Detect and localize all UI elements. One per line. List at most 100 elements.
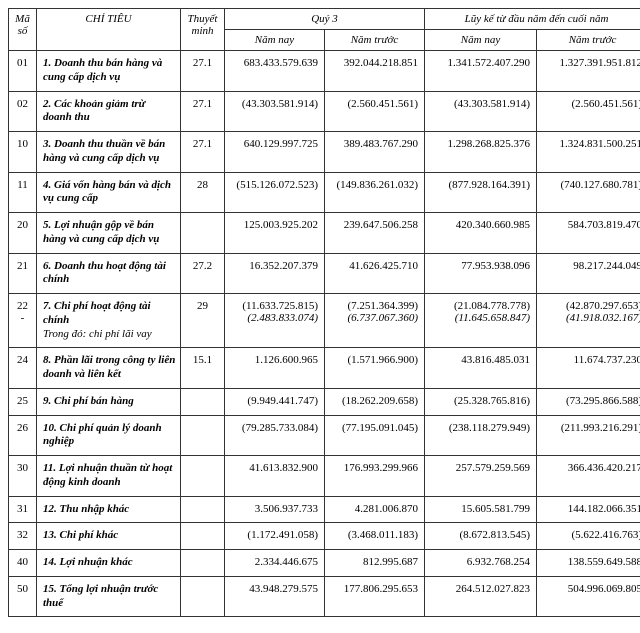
cell-q3b: (7.251.364.399)(6.737.067.360): [325, 294, 425, 348]
header-lk-nam-truoc: Năm trước: [537, 30, 640, 51]
header-quy3: Quý 3: [225, 9, 425, 30]
cell-lkb: 1.327.391.951.812: [537, 51, 640, 92]
cell-thuyet-minh: [181, 415, 225, 456]
cell-q3b: 389.483.767.290: [325, 132, 425, 173]
cell-q3b: (1.571.966.900): [325, 348, 425, 389]
cell-lka: (238.118.279.949): [425, 415, 537, 456]
cell-lka: 420.340.660.985: [425, 213, 537, 254]
cell-lka: 77.953.938.096: [425, 253, 537, 294]
cell-lka: (25.328.765.816): [425, 388, 537, 415]
cell-thuyet-minh: 27.1: [181, 132, 225, 173]
cell-lkb: 504.996.069.805: [537, 576, 640, 617]
cell-q3a: (43.303.581.914): [225, 91, 325, 132]
cell-ma-so: 22-: [9, 294, 37, 348]
cell-q3a: (1.172.491.058): [225, 523, 325, 550]
cell-ma-so: 20: [9, 213, 37, 254]
table-row: 114. Giá vốn hàng bán và dịch vụ cung cấ…: [9, 172, 640, 213]
table-body: 011. Doanh thu bán hàng và cung cấp dịch…: [9, 51, 640, 617]
cell-lka: (21.084.778.778)(11.645.658.847): [425, 294, 537, 348]
cell-lkb: (73.295.866.588): [537, 388, 640, 415]
cell-q3a: 683.433.579.639: [225, 51, 325, 92]
cell-q3a: (11.633.725.815)(2.483.833.074): [225, 294, 325, 348]
cell-lka: 264.512.027.823: [425, 576, 537, 617]
table-row: 011. Doanh thu bán hàng và cung cấp dịch…: [9, 51, 640, 92]
cell-q3b: 239.647.506.258: [325, 213, 425, 254]
cell-q3a: 2.334.446.675: [225, 550, 325, 577]
cell-q3a: (515.126.072.523): [225, 172, 325, 213]
cell-thuyet-minh: [181, 213, 225, 254]
cell-chi-tieu: 9. Chi phí bán hàng: [37, 388, 181, 415]
cell-chi-tieu: 3. Doanh thu thuần về bán hàng và cung c…: [37, 132, 181, 173]
cell-lka: 15.605.581.799: [425, 496, 537, 523]
cell-chi-tieu: 15. Tổng lợi nhuận trước thuế: [37, 576, 181, 617]
cell-q3b: 392.044.218.851: [325, 51, 425, 92]
cell-q3a: 16.352.207.379: [225, 253, 325, 294]
cell-ma-so: 10: [9, 132, 37, 173]
cell-thuyet-minh: 27.1: [181, 91, 225, 132]
cell-lka: (877.928.164.391): [425, 172, 537, 213]
cell-ma-so: 21: [9, 253, 37, 294]
cell-chi-tieu: 11. Lợi nhuận thuần từ hoạt động kinh do…: [37, 456, 181, 497]
cell-lka: 1.298.268.825.376: [425, 132, 537, 173]
cell-lkb: (211.993.216.291): [537, 415, 640, 456]
cell-chi-tieu: 13. Chi phí khác: [37, 523, 181, 550]
cell-chi-tieu: 12. Thu nhập khác: [37, 496, 181, 523]
cell-lkb: 366.436.420.217: [537, 456, 640, 497]
cell-q3a: 640.129.997.725: [225, 132, 325, 173]
cell-chi-tieu: 5. Lợi nhuận gộp về bán hàng và cung cấp…: [37, 213, 181, 254]
cell-ma-so: 24: [9, 348, 37, 389]
cell-q3b: (2.560.451.561): [325, 91, 425, 132]
table-row: 103. Doanh thu thuần về bán hàng và cung…: [9, 132, 640, 173]
cell-q3b: 177.806.295.653: [325, 576, 425, 617]
cell-thuyet-minh: 29: [181, 294, 225, 348]
cell-q3a: (9.949.441.747): [225, 388, 325, 415]
table-row: 22-7. Chi phí hoạt động tài chínhTrong đ…: [9, 294, 640, 348]
table-row: 205. Lợi nhuận gộp về bán hàng và cung c…: [9, 213, 640, 254]
cell-q3a: 1.126.600.965: [225, 348, 325, 389]
cell-thuyet-minh: [181, 576, 225, 617]
cell-ma-so: 40: [9, 550, 37, 577]
header-lk-nam-nay: Năm nay: [425, 30, 537, 51]
header-q3-nam-truoc: Năm trước: [325, 30, 425, 51]
table-row: 216. Doanh thu hoạt động tài chính27.216…: [9, 253, 640, 294]
cell-ma-so: 11: [9, 172, 37, 213]
cell-lkb: (740.127.680.781): [537, 172, 640, 213]
table-row: 3011. Lợi nhuận thuần từ hoạt động kinh …: [9, 456, 640, 497]
cell-thuyet-minh: [181, 550, 225, 577]
cell-thuyet-minh: 28: [181, 172, 225, 213]
header-thuyet-minh: Thuyết minh: [181, 9, 225, 51]
cell-lka: (8.672.813.545): [425, 523, 537, 550]
header-q3-nam-nay: Năm nay: [225, 30, 325, 51]
cell-thuyet-minh: [181, 496, 225, 523]
cell-ma-so: 30: [9, 456, 37, 497]
cell-ma-so: 25: [9, 388, 37, 415]
cell-chi-tieu: 6. Doanh thu hoạt động tài chính: [37, 253, 181, 294]
cell-thuyet-minh: 27.1: [181, 51, 225, 92]
financial-table: Mã số CHỈ TIÊU Thuyết minh Quý 3 Lũy kế …: [8, 8, 640, 617]
cell-thuyet-minh: 27.2: [181, 253, 225, 294]
cell-lkb: (42.870.297.653)(41.918.032.167): [537, 294, 640, 348]
header-ma-so: Mã số: [9, 9, 37, 51]
cell-q3b: (149.836.261.032): [325, 172, 425, 213]
cell-lkb: (2.560.451.561): [537, 91, 640, 132]
cell-ma-so: 32: [9, 523, 37, 550]
header-luyke: Lũy kế từ đầu năm đến cuối năm: [425, 9, 640, 30]
cell-thuyet-minh: [181, 456, 225, 497]
cell-lka: 257.579.259.569: [425, 456, 537, 497]
cell-ma-so: 01: [9, 51, 37, 92]
cell-lka: (43.303.581.914): [425, 91, 537, 132]
cell-ma-so: 31: [9, 496, 37, 523]
cell-lkb: 98.217.244.049: [537, 253, 640, 294]
cell-thuyet-minh: [181, 388, 225, 415]
table-row: 248. Phần lãi trong công ty liên doanh v…: [9, 348, 640, 389]
cell-q3a: 125.003.925.202: [225, 213, 325, 254]
cell-q3a: 3.506.937.733: [225, 496, 325, 523]
cell-lkb: 11.674.737.230: [537, 348, 640, 389]
cell-ma-so: 26: [9, 415, 37, 456]
cell-lka: 43.816.485.031: [425, 348, 537, 389]
cell-lkb: 144.182.066.351: [537, 496, 640, 523]
cell-q3a: 43.948.279.575: [225, 576, 325, 617]
cell-chi-tieu: 10. Chi phí quản lý doanh nghiệp: [37, 415, 181, 456]
cell-lkb: (5.622.416.763): [537, 523, 640, 550]
cell-q3b: (3.468.011.183): [325, 523, 425, 550]
